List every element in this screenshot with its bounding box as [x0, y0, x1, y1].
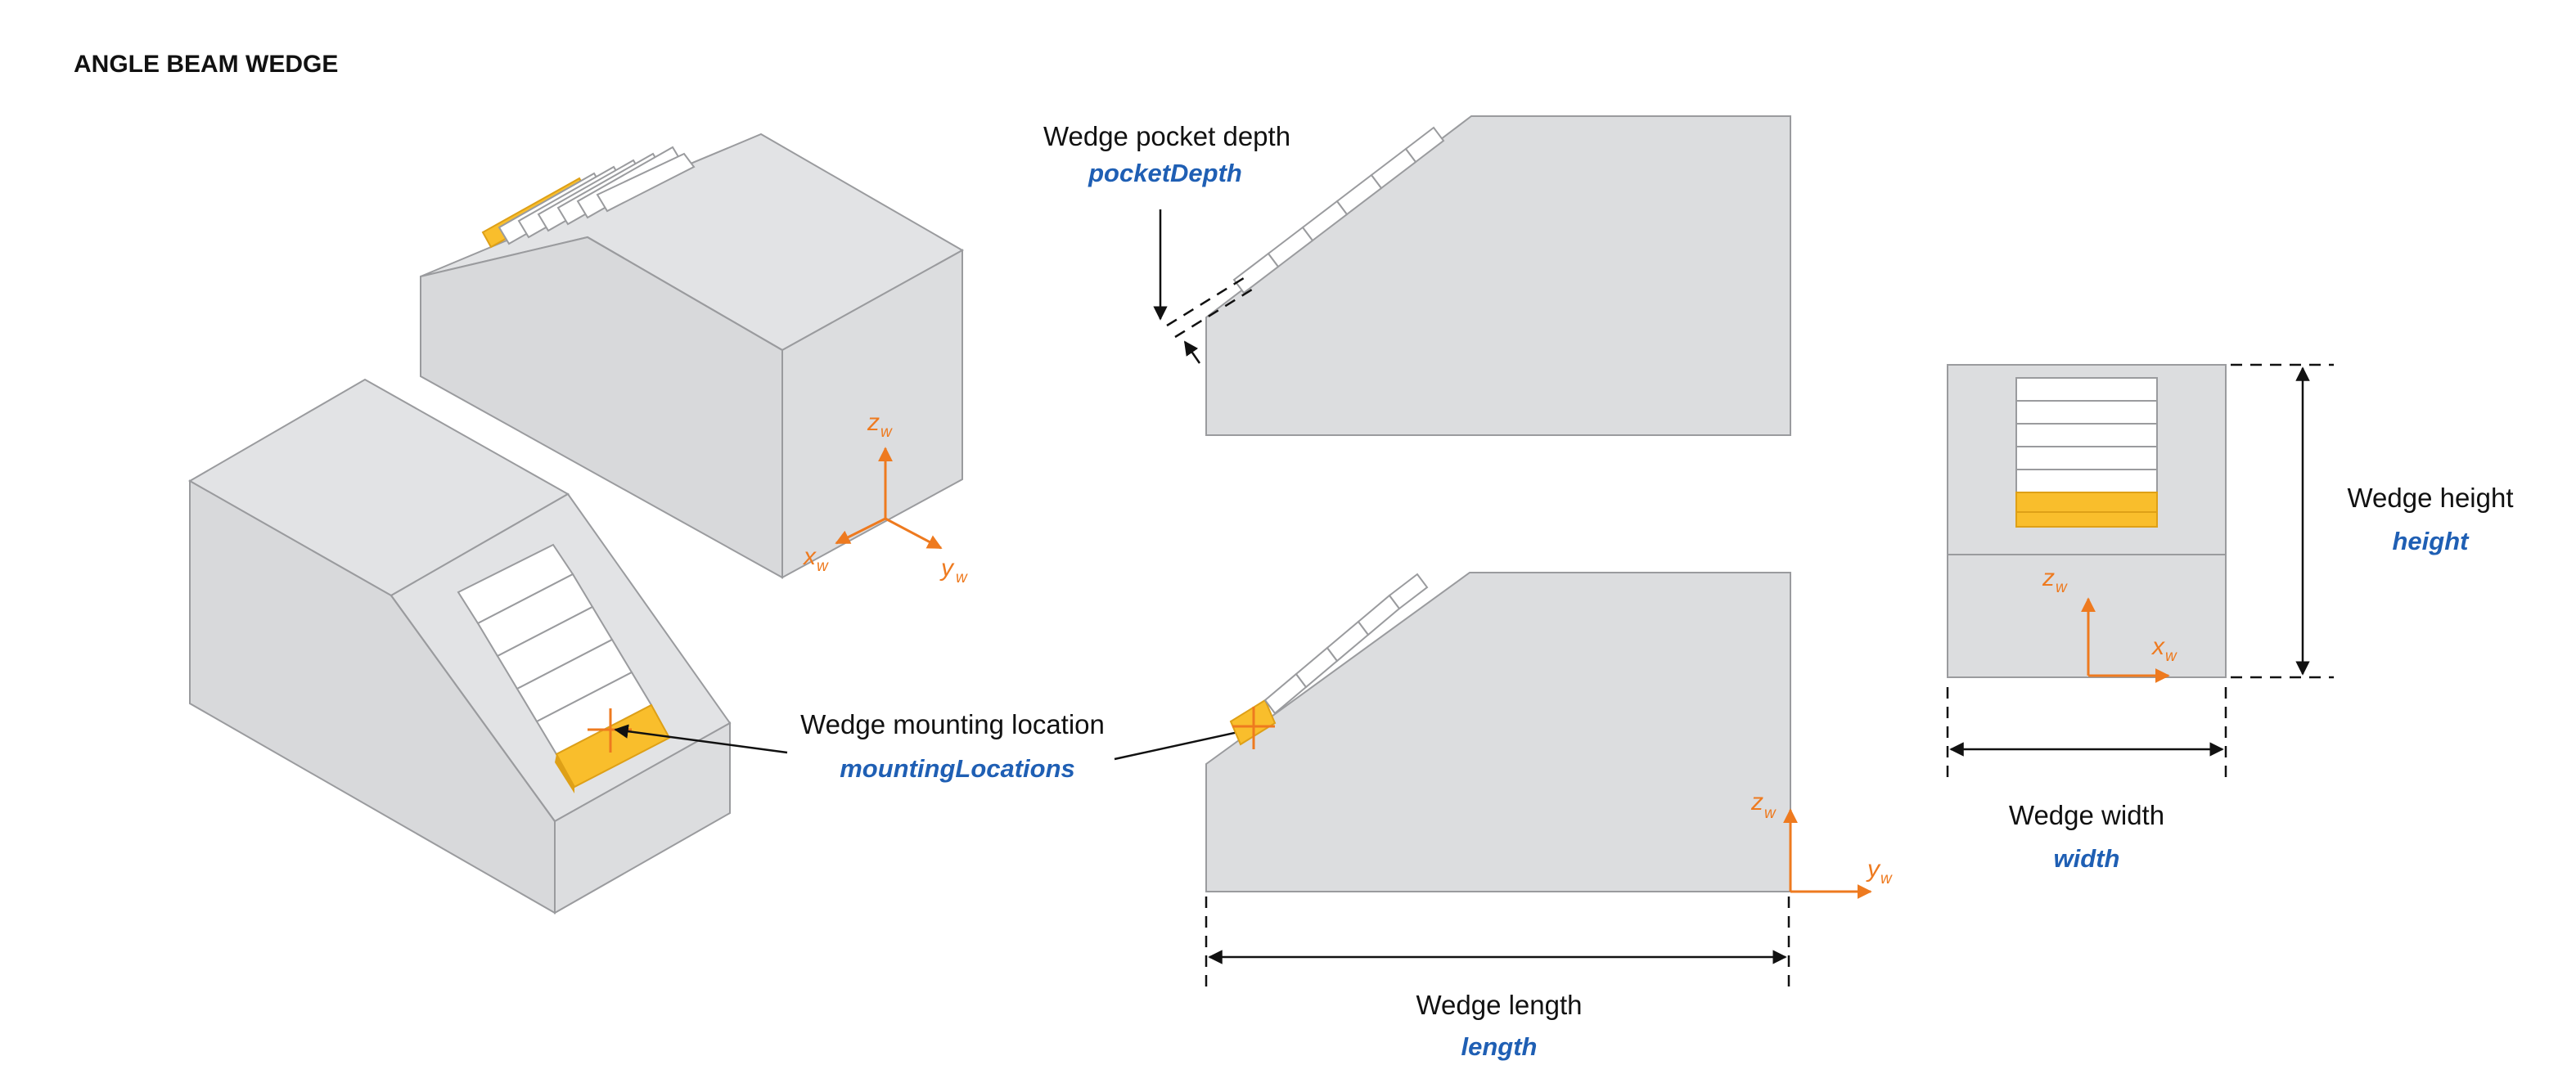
iso-back-transducer-array	[481, 146, 696, 249]
iso-axis-y-label: y	[939, 555, 955, 582]
pocket-depth-label: Wedge pocket depth	[1043, 121, 1290, 151]
iso-axis-z-label: z	[867, 409, 880, 436]
pocket-depth-param: pocketDepth	[1088, 159, 1242, 187]
iso-axis-triad: z w y w x w	[802, 409, 968, 586]
diagram-title: ANGLE BEAM WEDGE	[74, 51, 338, 78]
axis-subscript: w	[880, 424, 893, 441]
side-view-top: Wedge pocket depth pocketDepth	[1043, 115, 1791, 436]
mounting-location-label: Wedge mounting location	[800, 709, 1105, 739]
wedge-height-label: Wedge height	[2347, 483, 2513, 513]
side-axis-y-label: y	[1866, 856, 1881, 883]
axis-subscript: w	[2056, 579, 2068, 596]
mounting-location-param: mountingLocations	[840, 754, 1075, 783]
wedge-length-label: Wedge length	[1416, 990, 1582, 1020]
front-axis-z-label: z	[2042, 564, 2055, 591]
mounting-location-callout: Wedge mounting location mountingLocation…	[614, 709, 1259, 783]
axis-subscript: w	[817, 558, 829, 575]
front-axis-triad: z w x w	[2042, 564, 2177, 683]
front-axis-x-label: x	[2150, 633, 2165, 660]
front-view: z w x w Wedge width width Wedge height h…	[1946, 363, 2514, 873]
axis-subscript: w	[956, 569, 968, 586]
wedge-width-label: Wedge width	[2009, 800, 2164, 830]
wedge-length-param: length	[1461, 1032, 1538, 1061]
front-view-transducer-array	[2015, 377, 2158, 528]
side-axis-z-label: z	[1750, 789, 1763, 816]
wedge-height-param: height	[2393, 527, 2470, 555]
iso-front-transducer-array	[457, 543, 671, 793]
iso-axis-x-label: x	[802, 543, 817, 570]
axis-subscript: w	[1764, 805, 1777, 822]
iso-wedge-back: z w y w x w	[420, 133, 968, 586]
axis-subscript: w	[1880, 870, 1893, 888]
side-axis-triad: z w y w	[1750, 789, 1893, 899]
side-view-bottom: z w y w Wedge length length	[1205, 572, 1893, 1061]
iso-wedge-front	[187, 378, 732, 914]
side-top-transducer-array	[1232, 126, 1445, 294]
axis-subscript: w	[2165, 648, 2177, 665]
wedge-width-param: width	[2054, 844, 2120, 873]
side-mounting-crosshair	[1232, 707, 1275, 749]
